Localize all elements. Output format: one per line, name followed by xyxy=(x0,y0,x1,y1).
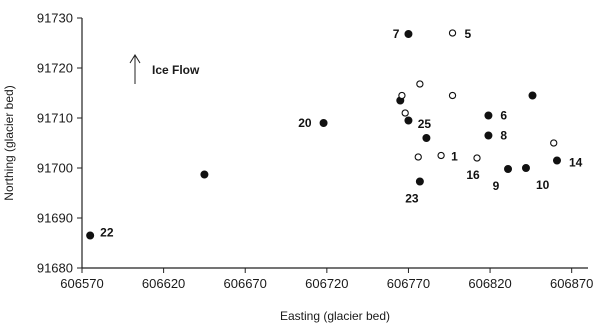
tick-marks xyxy=(77,17,573,273)
open-point xyxy=(401,109,409,117)
filled-point xyxy=(200,170,209,179)
point-label: 16 xyxy=(466,168,480,182)
point-label: 5 xyxy=(465,27,472,41)
x-tick-label: 606720 xyxy=(305,276,348,291)
filled-point xyxy=(319,119,328,128)
filled-point xyxy=(528,91,537,100)
y-tick-label: 91690 xyxy=(37,211,73,226)
point-label: 20 xyxy=(298,116,312,130)
y-tick-label: 91730 xyxy=(37,11,73,26)
point-label: 9 xyxy=(493,179,500,193)
tick-labels: 606570 606620 606670 606720 606770 606820 6068… xyxy=(37,11,594,292)
x-tick-label: 606620 xyxy=(142,276,185,291)
y-tick-label: 91710 xyxy=(37,111,73,126)
filled-point xyxy=(552,156,561,165)
point-label: 6 xyxy=(500,109,507,123)
point-label: 7 xyxy=(393,27,400,41)
axes xyxy=(81,18,588,269)
open-point xyxy=(398,91,406,100)
ice-flow-annotation: Ice Flow xyxy=(129,54,200,84)
point-label: 14 xyxy=(569,156,583,170)
y-axis-title: Northing (glacier bed) xyxy=(2,85,16,200)
point-label: 25 xyxy=(418,117,432,131)
ice-flow-arrowhead-icon xyxy=(129,54,141,64)
x-tick-label: 606670 xyxy=(224,276,267,291)
open-point xyxy=(448,91,457,100)
y-tick-label: 91720 xyxy=(37,61,73,76)
y-tick-label: 91700 xyxy=(37,161,73,176)
open-point xyxy=(414,153,422,161)
filled-point xyxy=(86,231,95,240)
filled-point xyxy=(521,163,530,172)
filled-point xyxy=(484,131,493,140)
filled-point xyxy=(404,116,413,125)
x-tick-label: 606820 xyxy=(468,276,511,291)
point-label: 23 xyxy=(405,192,419,206)
point-label: 1 xyxy=(451,150,458,164)
filled-point xyxy=(484,111,493,120)
x-tick-label: 606870 xyxy=(550,276,593,291)
point-label: 10 xyxy=(536,178,550,192)
filled-point xyxy=(422,133,431,142)
open-point xyxy=(448,29,457,37)
x-axis-title: Easting (glacier bed) xyxy=(280,309,390,323)
data-points xyxy=(86,29,561,240)
y-tick-label: 91680 xyxy=(37,261,73,276)
point-labels: 22 20 7 23 25 6 8 9 10 14 5 1 16 xyxy=(100,27,582,240)
open-point xyxy=(550,139,558,147)
open-point xyxy=(473,154,481,162)
ice-flow-label: Ice Flow xyxy=(152,63,200,77)
x-tick-label: 606570 xyxy=(60,276,103,291)
x-tick-label: 606770 xyxy=(387,276,430,291)
point-label: 8 xyxy=(500,129,507,143)
open-point xyxy=(416,80,424,88)
open-point xyxy=(437,151,445,160)
filled-point xyxy=(415,177,424,186)
filled-point xyxy=(504,164,513,173)
filled-point xyxy=(404,29,413,38)
point-label: 22 xyxy=(100,226,114,240)
